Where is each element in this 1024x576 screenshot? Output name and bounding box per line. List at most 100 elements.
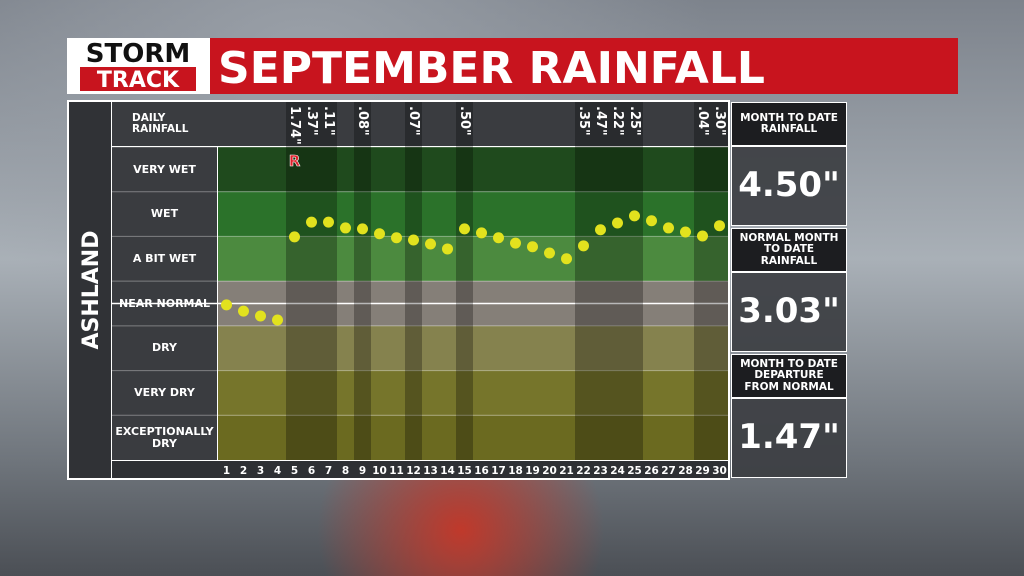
rain-day-column: [456, 102, 473, 460]
rainfall-dot: [527, 241, 538, 253]
rainfall-label: .08": [355, 106, 370, 136]
header-row: [112, 102, 728, 146]
rainfall-label: .11": [321, 106, 336, 136]
chart-title: SEPTEMBER RAINFALL: [218, 43, 765, 94]
x-tick-label: 27: [661, 465, 676, 477]
rainfall-dot: [221, 299, 232, 311]
stat-label: NORMAL MONTH TO DATE RAINFALL: [731, 228, 847, 272]
stat-value: 1.47": [731, 398, 847, 478]
rainfall-dot: [680, 226, 691, 238]
rain-day-column: [694, 102, 711, 460]
rain-day-column: [575, 102, 592, 460]
rain-day-column: [626, 102, 643, 460]
x-tick-label: 30: [712, 465, 727, 477]
rainfall-dot: [459, 223, 470, 235]
band-label: WET: [150, 207, 179, 221]
x-tick-label: 24: [610, 465, 625, 477]
x-tick-label: 6: [308, 465, 315, 477]
band-label: VERY WET: [133, 162, 196, 176]
rainfall-dot: [425, 238, 436, 250]
location-column: [69, 102, 111, 478]
band: [218, 236, 728, 282]
x-tick-label: 11: [389, 465, 404, 477]
rain-day-column: [711, 102, 728, 460]
annotation: R: [289, 152, 301, 170]
logo-line2: TRACK: [97, 68, 180, 93]
rainfall-dot: [255, 310, 266, 322]
rainfall-header: DAILY RAINFALL: [132, 111, 189, 135]
logo-badge: [80, 67, 196, 91]
x-tick-label: 23: [593, 465, 608, 477]
x-tick-label: 3: [257, 465, 264, 477]
x-tick-label: 17: [491, 465, 506, 477]
band-label: A BIT WET: [132, 252, 197, 265]
x-tick-label: 12: [406, 465, 421, 477]
x-tick-label: 14: [440, 465, 455, 477]
rainfall-dot: [357, 223, 368, 235]
title-bar: [67, 38, 958, 94]
band: [218, 147, 728, 192]
x-tick-label: 25: [627, 465, 642, 477]
stat-label: MONTH TO DATE RAINFALL: [731, 102, 847, 146]
rainfall-dot: [306, 216, 317, 228]
logo-line1: STORM: [86, 39, 190, 69]
x-tick-label: 22: [576, 465, 591, 477]
rain-day-column: [303, 102, 320, 460]
rain-day-column: [405, 102, 422, 460]
rainfall-dot: [663, 222, 674, 234]
rainfall-dot: [442, 243, 453, 255]
rainfall-dot: [340, 222, 351, 234]
x-tick-label: 21: [559, 465, 574, 477]
rainfall-dot: [578, 240, 589, 252]
rain-day-column: [354, 102, 371, 460]
rainfall-dot: [544, 247, 555, 259]
x-tick-label: 5: [291, 465, 298, 477]
band: [218, 191, 728, 237]
rainfall-dot: [408, 234, 419, 246]
x-tick-label: 7: [325, 465, 332, 477]
rainfall-dot: [238, 305, 249, 317]
x-tick-label: 18: [508, 465, 523, 477]
rain-day-column: [286, 102, 303, 460]
x-tick-label: 13: [423, 465, 438, 477]
rainfall-dot: [629, 210, 640, 222]
x-tick-label: 15: [457, 465, 472, 477]
rain-day-column: [609, 102, 626, 460]
band: [218, 325, 728, 371]
rainfall-label: .04": [695, 106, 710, 136]
band-label: NEAR NORMAL: [118, 296, 211, 310]
rainfall-label: .25": [627, 106, 642, 136]
rainfall-dot: [612, 217, 623, 229]
band: [218, 370, 728, 416]
rainfall-label: .35": [576, 106, 591, 136]
x-tick-label: 4: [274, 465, 281, 477]
rainfall-dot: [510, 237, 521, 249]
band-label: EXCEPTIONALLY DRY: [115, 425, 214, 450]
rain-day-column: [320, 102, 337, 460]
rainfall-dot: [561, 253, 572, 265]
rainfall-dot: [697, 230, 708, 242]
rainfall-dot: [493, 232, 504, 244]
rainfall-dot: [374, 228, 385, 240]
x-tick-label: 8: [342, 465, 349, 477]
x-tick-label: 28: [678, 465, 693, 477]
footer-row: [112, 461, 728, 478]
x-tick-label: 10: [372, 465, 387, 477]
rainfall-dot: [272, 314, 283, 326]
rainfall-dot: [391, 232, 402, 244]
rainfall-dot: [476, 227, 487, 239]
band-label: DRY: [152, 341, 177, 355]
x-tick-label: 16: [474, 465, 489, 477]
x-tick-label: 26: [644, 465, 659, 477]
x-tick-label: 29: [695, 465, 710, 477]
stat-value: 3.03": [731, 272, 847, 352]
rainfall-label: .30": [712, 106, 727, 136]
rainfall-label: 1.74": [287, 106, 302, 145]
x-tick-label: 1: [223, 465, 230, 477]
rainfall-label: .47": [593, 106, 608, 136]
stat-value: 4.50": [731, 146, 847, 226]
location: ASHLAND: [79, 230, 104, 349]
rainfall-label: .07": [406, 106, 421, 136]
x-tick-label: 2: [240, 465, 247, 477]
